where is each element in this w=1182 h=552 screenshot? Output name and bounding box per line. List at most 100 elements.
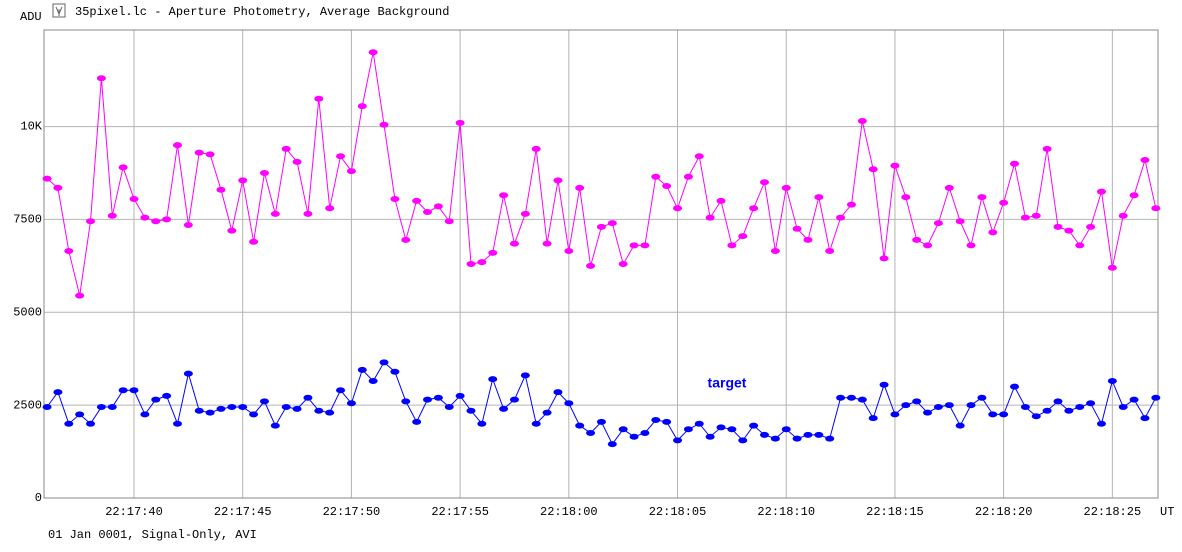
- data-point: [651, 173, 661, 180]
- data-point: [488, 376, 498, 383]
- data-point: [314, 407, 324, 414]
- data-point: [814, 431, 824, 438]
- data-point: [955, 218, 965, 225]
- data-point: [227, 227, 237, 234]
- data-point: [694, 153, 704, 160]
- data-point: [814, 194, 824, 201]
- data-point: [477, 259, 487, 266]
- annotation: target: [708, 375, 747, 391]
- data-point: [923, 409, 933, 416]
- data-point: [444, 218, 454, 225]
- data-point: [96, 75, 106, 82]
- data-point: [172, 420, 182, 427]
- data-point: [629, 433, 639, 440]
- data-point: [955, 422, 965, 429]
- data-point: [901, 402, 911, 409]
- data-point: [770, 248, 780, 254]
- data-point: [586, 262, 596, 269]
- data-point: [705, 433, 715, 440]
- data-point: [749, 422, 759, 429]
- data-point: [923, 242, 933, 249]
- data-point: [172, 142, 182, 149]
- data-point: [716, 197, 726, 204]
- data-point: [999, 411, 1009, 418]
- data-point: [151, 218, 161, 225]
- data-point: [249, 411, 259, 418]
- x-tick-label: 22:18:15: [866, 505, 924, 519]
- data-point: [825, 435, 835, 442]
- data-point: [412, 418, 422, 425]
- data-point: [846, 394, 856, 401]
- data-point: [423, 209, 433, 215]
- y-tick-label: 2500: [13, 398, 42, 412]
- data-point: [444, 404, 454, 410]
- data-point: [390, 368, 400, 375]
- data-point: [792, 225, 802, 232]
- data-point: [749, 205, 759, 212]
- data-point: [303, 210, 313, 217]
- data-point: [227, 404, 237, 410]
- data-point: [542, 409, 552, 416]
- data-point: [259, 398, 269, 405]
- data-point: [325, 409, 335, 416]
- x-tick-label: 22:18:20: [975, 505, 1033, 519]
- data-point: [412, 197, 422, 204]
- data-point: [216, 186, 226, 193]
- y-tick-label: 0: [35, 491, 42, 505]
- data-point: [314, 95, 324, 102]
- data-point: [42, 175, 52, 182]
- data-point: [357, 366, 367, 373]
- data-point: [825, 248, 835, 254]
- data-point: [1031, 212, 1041, 219]
- data-point: [509, 240, 519, 247]
- data-point: [194, 149, 204, 156]
- data-point: [140, 214, 150, 221]
- data-point: [270, 422, 280, 429]
- data-point: [259, 170, 269, 176]
- y-axis-label: ADU: [20, 10, 42, 24]
- data-point: [1086, 400, 1096, 407]
- plot-area: 0 2500 5000 7500 10K 22:17:40 22:17:45 22:17:50…: [13, 29, 1161, 519]
- data-point: [1020, 214, 1030, 221]
- data-point: [673, 205, 683, 212]
- data-point: [499, 405, 509, 412]
- x-tick-label: 22:17:50: [323, 505, 381, 519]
- data-point: [107, 212, 117, 219]
- data-point: [325, 205, 335, 212]
- data-point: [1010, 383, 1020, 390]
- data-point: [1086, 223, 1096, 230]
- data-point: [357, 103, 367, 110]
- data-point: [86, 218, 96, 225]
- data-point: [488, 249, 498, 256]
- data-point: [836, 394, 846, 401]
- data-point: [781, 426, 791, 433]
- data-point: [966, 402, 976, 409]
- data-point: [531, 145, 541, 152]
- data-point: [205, 409, 215, 416]
- data-point: [1042, 407, 1052, 414]
- data-point: [575, 422, 585, 429]
- data-point: [803, 236, 813, 243]
- data-point: [499, 192, 509, 199]
- data-point: [292, 405, 302, 412]
- data-point: [64, 248, 74, 254]
- data-point: [1140, 415, 1150, 422]
- data-point: [727, 426, 737, 433]
- data-point: [1107, 378, 1117, 384]
- data-point: [64, 420, 74, 427]
- data-point: [1010, 160, 1020, 167]
- data-point: [868, 415, 878, 422]
- data-point: [346, 400, 356, 407]
- data-point: [336, 153, 346, 160]
- data-point: [846, 201, 856, 208]
- x-tick-label: 22:18:00: [540, 505, 598, 519]
- data-point: [281, 404, 291, 410]
- x-tick-label: 22:18:10: [757, 505, 815, 519]
- data-point: [140, 411, 150, 418]
- data-point: [129, 387, 139, 394]
- data-point: [651, 417, 661, 423]
- data-point: [520, 210, 530, 217]
- data-point: [401, 398, 411, 405]
- data-point: [781, 184, 791, 191]
- data-point: [977, 394, 987, 401]
